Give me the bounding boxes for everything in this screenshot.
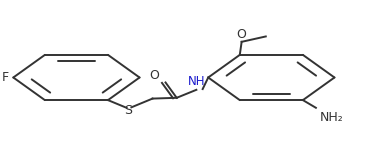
Text: NH₂: NH₂ bbox=[320, 111, 343, 124]
Text: S: S bbox=[124, 104, 132, 117]
Text: NH: NH bbox=[188, 75, 206, 88]
Text: O: O bbox=[237, 28, 247, 41]
Text: O: O bbox=[149, 69, 159, 82]
Text: F: F bbox=[2, 71, 9, 84]
